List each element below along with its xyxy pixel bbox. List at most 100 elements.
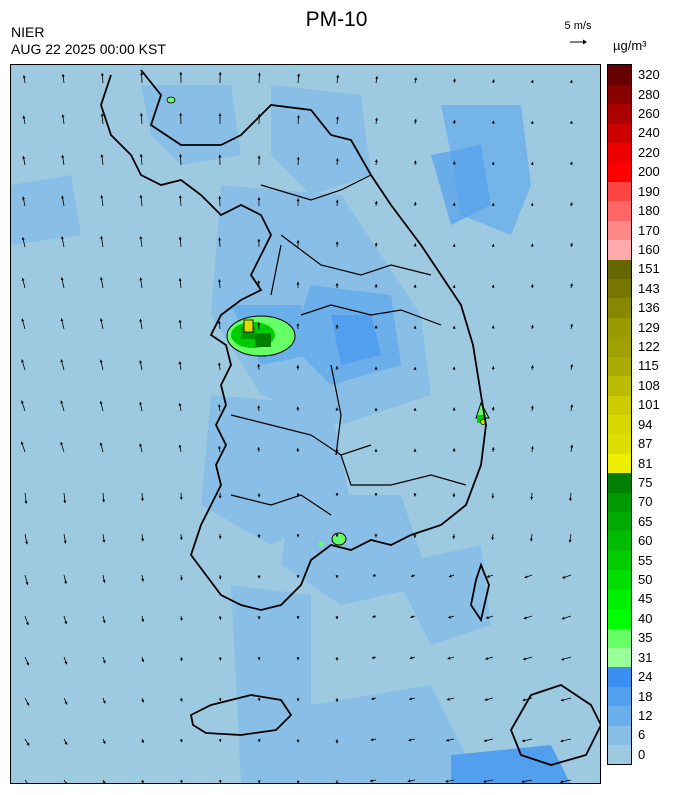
- wind-vector-head: [523, 657, 527, 661]
- map-title: PM-10: [305, 8, 368, 31]
- wind-vector-head: [374, 159, 378, 163]
- wind-vector-head: [25, 541, 29, 545]
- wind-vector-head: [257, 155, 261, 159]
- wind-vector-head: [60, 441, 64, 445]
- wind-vector-head: [409, 697, 412, 701]
- wind-vector-head: [100, 113, 104, 117]
- wind-vector-head: [374, 284, 378, 287]
- wind-vector-head: [335, 448, 339, 452]
- wind-vector-head: [530, 324, 534, 328]
- legend-swatch-60: [608, 531, 631, 551]
- legend-swatch-35: [608, 628, 631, 648]
- wind-vector-head: [141, 780, 144, 783]
- wind-vector-head: [218, 536, 222, 539]
- wind-vector-head: [486, 574, 490, 578]
- wind-vector-head: [60, 318, 64, 322]
- wind-vector-head: [218, 657, 222, 661]
- unit-label: µg/m³: [613, 38, 647, 53]
- wind-vector-head: [178, 278, 182, 281]
- wind-vector-head: [491, 325, 495, 329]
- wind-vector-head: [413, 160, 417, 164]
- wind-vector-head: [372, 614, 376, 618]
- legend-swatch-24: [608, 666, 631, 687]
- legend-label-143: 143: [638, 280, 660, 296]
- legend-label-108: 108: [638, 377, 660, 393]
- wind-vector-head: [374, 325, 378, 329]
- wind-vector-head: [139, 154, 143, 157]
- wind-vector-head: [335, 534, 339, 537]
- wind-vector-head: [413, 407, 417, 411]
- wind-vector-head: [61, 114, 65, 118]
- wind-vector-head: [217, 362, 221, 366]
- wind-vector-head: [530, 243, 534, 247]
- legend-label-320: 320: [638, 67, 660, 83]
- legend-swatch-170: [608, 220, 631, 241]
- wind-vector-head: [562, 575, 566, 579]
- wind-vector-head: [218, 698, 222, 702]
- wind-vector-head: [218, 237, 222, 241]
- wind-vector-head: [22, 115, 26, 119]
- agency-label: NIER: [11, 24, 45, 40]
- wind-vector-head: [257, 535, 261, 538]
- wind-vector-head: [24, 500, 28, 504]
- legend-label-94: 94: [638, 416, 653, 432]
- legend-label-31: 31: [638, 649, 653, 665]
- legend-swatch-31: [608, 647, 631, 668]
- legend-swatch-160: [608, 239, 631, 260]
- pm10-map[interactable]: [10, 64, 601, 784]
- wind-vector-head: [218, 113, 222, 116]
- legend-label-40: 40: [638, 610, 653, 626]
- wind-vector-head: [296, 115, 300, 118]
- wind-vector-head: [64, 621, 68, 625]
- legend-swatch-280: [608, 84, 631, 105]
- wind-vector-head: [335, 657, 339, 661]
- wind-vector-head: [452, 285, 456, 288]
- wind-vector-head: [20, 400, 24, 404]
- wind-vector-head: [102, 499, 106, 503]
- wind-vector-head: [21, 359, 25, 363]
- wind-vector-head: [218, 196, 222, 199]
- wind-vector-head: [296, 281, 300, 285]
- wind-vector-head: [452, 161, 456, 165]
- wind-vector-head: [522, 739, 525, 743]
- wind-vector-head: [257, 616, 261, 620]
- wind-vector-head: [530, 284, 534, 288]
- wind-vector-head: [141, 659, 145, 663]
- wind-vector-head: [408, 738, 412, 742]
- wind-vector-head: [100, 73, 104, 76]
- wind-vector-head: [257, 405, 261, 409]
- wind-vector-head: [257, 114, 261, 117]
- wind-vector-head: [257, 739, 261, 743]
- wind-vector-head: [25, 581, 29, 585]
- wind-vector-head: [99, 277, 103, 281]
- wind-vector-head: [568, 539, 572, 543]
- wind-vector-head: [447, 656, 451, 660]
- wind-vector-head: [218, 495, 222, 499]
- hotspot-seoul: [226, 315, 296, 357]
- wind-vector-head: [61, 74, 65, 77]
- wind-vector-head: [257, 657, 261, 661]
- legend-label-180: 180: [638, 203, 660, 219]
- legend-swatch-101: [608, 395, 631, 415]
- hotspot-south-coast: [318, 532, 347, 547]
- wind-vector-head: [179, 72, 183, 75]
- wind-vector-head: [102, 620, 106, 624]
- legend-label-260: 260: [638, 106, 660, 122]
- wind-vector-head: [413, 119, 417, 122]
- wind-vector-head: [100, 154, 104, 158]
- wind-vector-head: [529, 538, 533, 542]
- wind-vector: [24, 779, 28, 783]
- wind-vector-head: [570, 404, 574, 408]
- wind-vector-head: [296, 156, 300, 160]
- legend-label-60: 60: [638, 533, 653, 549]
- wind-vector-head: [217, 320, 221, 324]
- wind-vector-head: [491, 537, 495, 540]
- wind-vector-head: [413, 448, 417, 452]
- wind-vector-head: [179, 617, 183, 621]
- wind-vector-head: [22, 196, 26, 200]
- wind-vector-head: [335, 324, 339, 328]
- hotspot-east-coast: [475, 401, 490, 425]
- wind-vector-head: [452, 407, 456, 411]
- legend-swatch-87: [608, 433, 631, 454]
- wind-vector-head: [257, 238, 261, 242]
